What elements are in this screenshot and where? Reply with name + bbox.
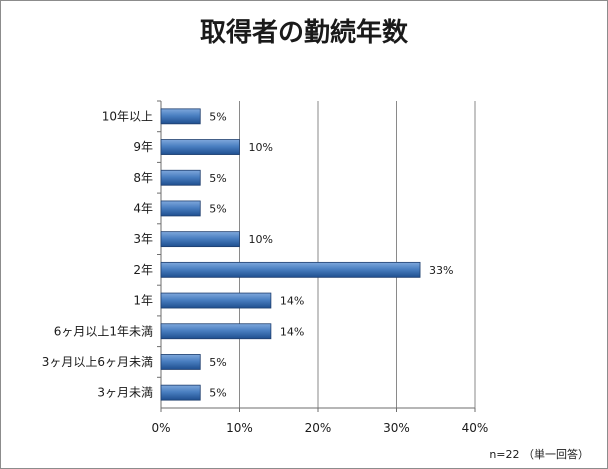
data-label: 10% [249, 233, 273, 246]
x-tick-label: 20% [305, 421, 332, 435]
data-label: 5% [209, 110, 226, 123]
data-label: 14% [280, 295, 304, 308]
category-label: 1年 [133, 294, 153, 308]
category-label: 3年 [133, 232, 153, 246]
bar [160, 261, 421, 278]
data-label: 10% [249, 141, 273, 154]
category-label: 6ヶ月以上1年未満 [54, 324, 153, 338]
bar [160, 231, 240, 248]
bar [160, 354, 201, 370]
bar [160, 108, 201, 125]
x-tick-label: 10% [226, 421, 253, 435]
bar [160, 384, 201, 401]
category-label: 4年 [133, 201, 153, 215]
chart-title: 取得者の勤続年数 [200, 17, 409, 48]
bar [160, 323, 272, 340]
data-label: 33% [429, 264, 453, 277]
x-tick-label: 40% [462, 421, 489, 435]
category-label: 8年 [133, 171, 153, 185]
x-tick-label: 0% [151, 421, 170, 435]
bar [160, 169, 201, 186]
sample-note: n=22 （単一回答） [489, 447, 589, 461]
data-label: 5% [209, 172, 226, 185]
category-label: 9年 [133, 140, 153, 154]
category-label: 3ヶ月以上6ヶ月未満 [42, 355, 153, 369]
x-tick-label: 30% [383, 421, 410, 435]
category-label: 10年以上 [102, 109, 153, 123]
data-label: 5% [209, 202, 226, 215]
bar [160, 292, 272, 309]
bar [160, 139, 240, 155]
data-label: 5% [209, 387, 226, 400]
plot-area: 0% 10% 20% 30% 40% 10年以上 5% 9年 10% 8年 5% 4年 5% 3年 10% 2… [42, 100, 489, 435]
category-label: 2年 [133, 263, 153, 277]
data-label: 14% [280, 325, 304, 338]
data-label: 5% [209, 356, 226, 369]
category-label: 3ヶ月未満 [97, 386, 153, 400]
bar [160, 200, 201, 217]
